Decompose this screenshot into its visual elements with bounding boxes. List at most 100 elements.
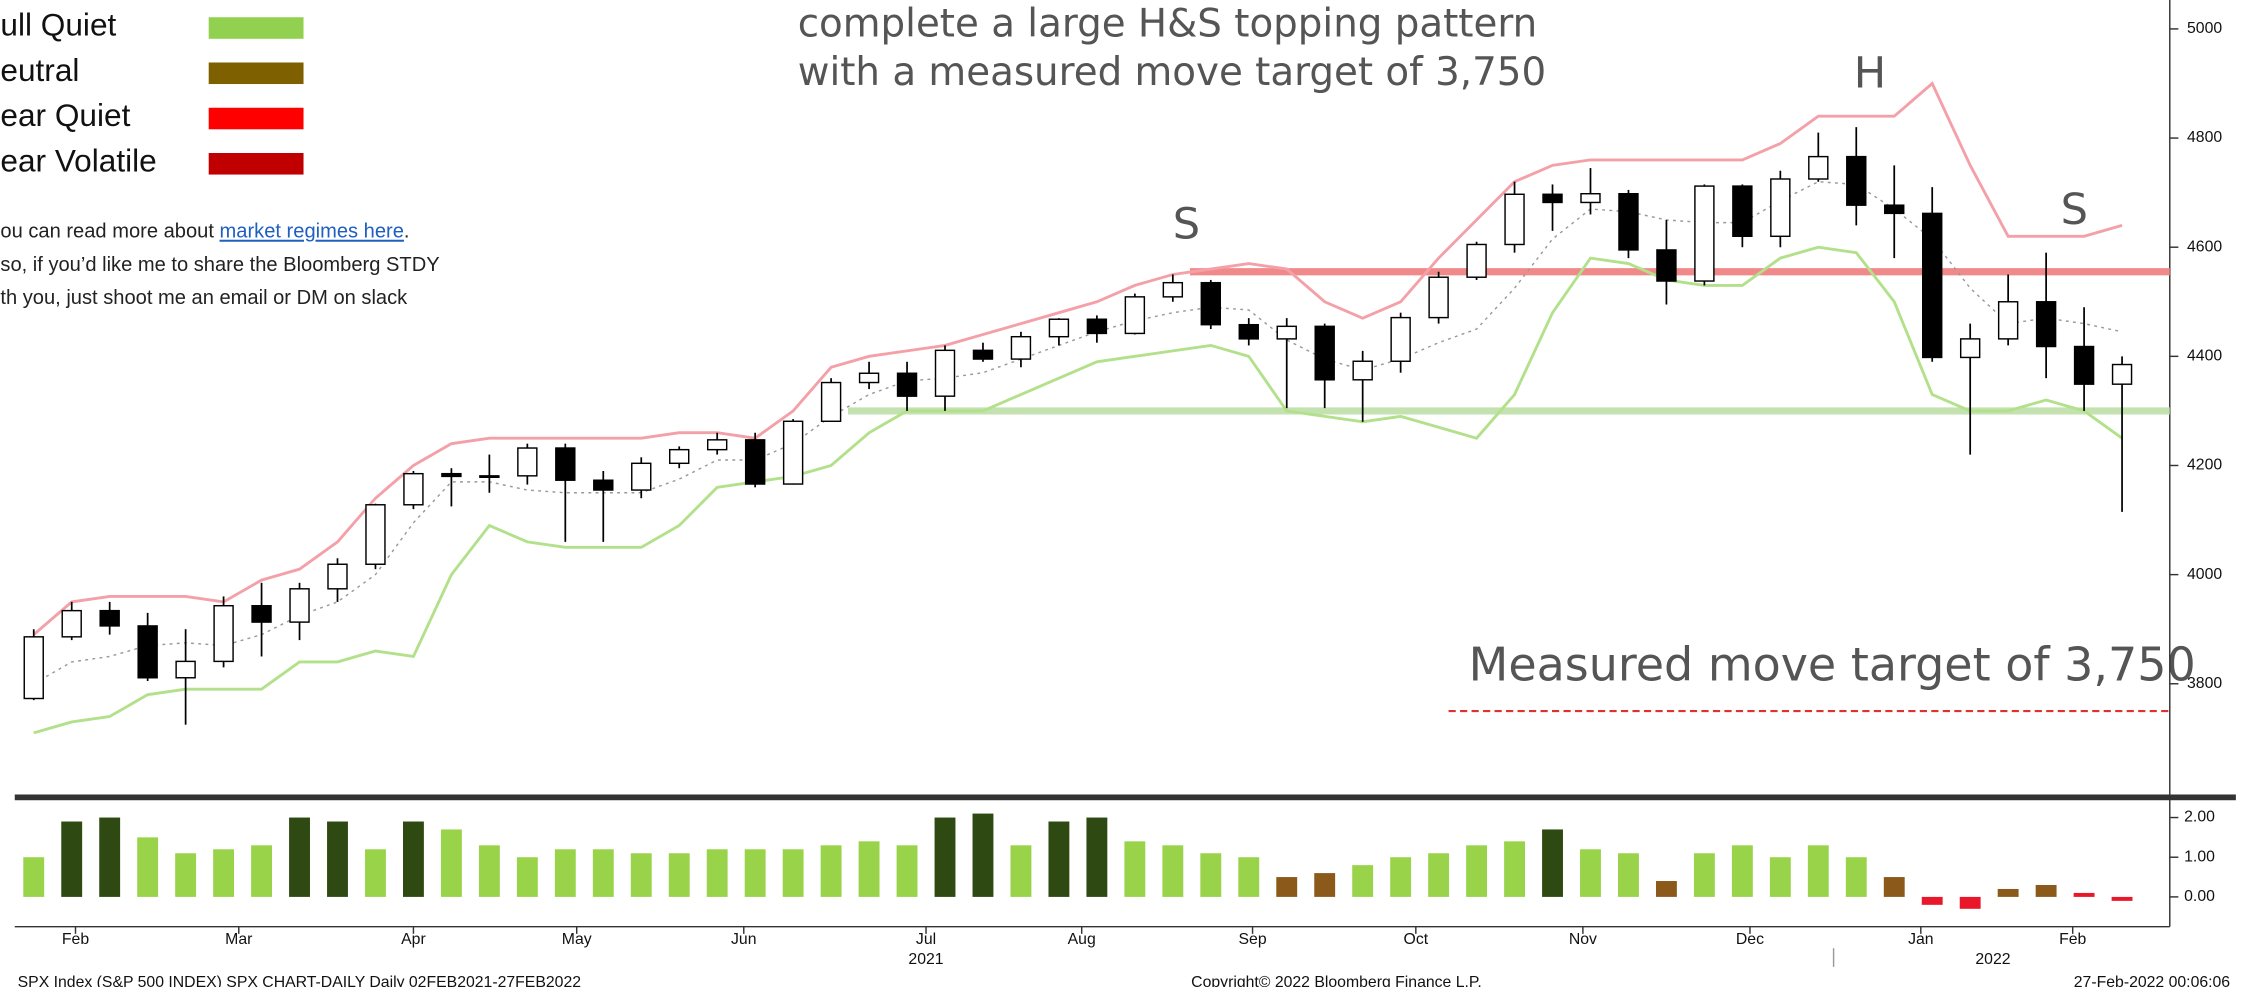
band-line <box>32 81 2123 636</box>
candle-body <box>365 504 386 565</box>
candle-body <box>1618 193 1639 251</box>
candle-body <box>175 660 196 679</box>
y-tick-label: 4200 <box>2187 457 2222 474</box>
regime-bar <box>61 821 83 897</box>
candle-body <box>858 372 880 384</box>
legend-label: ear Quiet <box>0 97 130 133</box>
candle-body <box>1048 318 1070 338</box>
regime-bar <box>516 857 538 897</box>
y-tick-label: 0.00 <box>2184 888 2215 905</box>
regime-bar <box>1238 857 1260 897</box>
regime-bar <box>1010 845 1032 897</box>
regime-bar <box>478 845 500 897</box>
candle-body <box>593 479 614 491</box>
regime-bar <box>1997 888 2019 897</box>
regime-bar <box>251 845 272 897</box>
candle-body <box>2073 345 2095 385</box>
regime-bar <box>99 817 121 897</box>
regime-bar <box>1352 865 1374 897</box>
x-tick-label: Feb <box>62 931 89 948</box>
candle-body <box>706 439 728 451</box>
y-tick-label: 4400 <box>2187 348 2222 365</box>
x-tick-label: Aug <box>1068 931 1096 948</box>
regime-bar <box>1655 881 1677 897</box>
candle-body <box>251 605 272 623</box>
candle-body <box>403 472 424 506</box>
candle-body <box>441 472 462 478</box>
legend-label: eutral <box>0 52 79 88</box>
regime-bar <box>630 853 652 897</box>
candle-body <box>1959 338 1981 359</box>
regime-bar <box>327 821 348 897</box>
y-tick-label: 4800 <box>2187 129 2222 146</box>
x-tick-label: Jan <box>1908 931 1933 948</box>
candle-body <box>1770 178 1791 238</box>
candle-body <box>1580 193 1601 204</box>
candle-body <box>1010 335 1032 360</box>
candle-body <box>1466 243 1487 278</box>
year-label: 2022 <box>1975 951 2010 968</box>
regime-bar <box>972 813 994 897</box>
regime-bar <box>2035 884 2057 897</box>
x-tick-label: Mar <box>225 931 252 948</box>
y-tick-label: 5000 <box>2187 20 2222 37</box>
regime-bar <box>706 849 728 897</box>
regime-bar <box>23 857 45 897</box>
annotation: Measured move target of 3,750 <box>1469 638 2196 692</box>
note: th you, just shoot me an email or DM on … <box>0 287 408 309</box>
regime-bar <box>1921 896 1943 905</box>
regime-bar <box>1542 829 1563 897</box>
candle-body <box>327 563 348 590</box>
x-tick-label: Nov <box>1569 931 1597 948</box>
separator <box>14 794 2236 801</box>
candle-body <box>744 439 766 485</box>
x-tick-label: Oct <box>1404 931 1429 948</box>
annotation: S <box>1173 199 1200 249</box>
regime-bar <box>896 845 918 897</box>
candle-body <box>820 381 842 422</box>
candle-body <box>1390 316 1411 362</box>
candle-body <box>1732 185 1753 238</box>
legend-swatch <box>208 17 304 39</box>
candle-body <box>1694 185 1715 282</box>
link[interactable]: market regimes here <box>220 221 404 243</box>
candle-body <box>23 636 44 700</box>
regime-bar <box>1618 853 1639 897</box>
regime-bar <box>858 841 880 897</box>
candle-body <box>1200 281 1222 326</box>
regime-bar <box>1276 877 1298 897</box>
regime-bar <box>1466 845 1488 897</box>
regime-bar <box>1314 873 1336 897</box>
candle-body <box>517 447 538 477</box>
candle-body <box>1124 296 1146 335</box>
legend-label: ear Volatile <box>0 142 156 178</box>
candle-body <box>99 609 120 627</box>
regime-bar <box>744 849 766 897</box>
candle-body <box>289 588 310 623</box>
regime-bar <box>1048 821 1070 897</box>
regime-bar <box>1428 853 1450 897</box>
y-tick-label: 3800 <box>2187 675 2222 692</box>
regime-bar <box>137 837 159 897</box>
candle-body <box>1276 325 1297 340</box>
regime-bar <box>1124 841 1146 897</box>
candle-body <box>896 372 918 397</box>
regime-bar <box>1086 817 1108 897</box>
footer: 27-Feb-2022 00:06:06 <box>2074 974 2231 987</box>
regime-bar <box>592 849 614 897</box>
y-tick-label: 4600 <box>2187 238 2222 255</box>
annotation: with a measured move target of 3,750 <box>798 50 1546 95</box>
annotation: complete a large H&S topping pattern <box>798 1 1537 46</box>
x-tick-label: Jun <box>731 931 756 948</box>
regime-bar <box>1580 849 1601 897</box>
regime-bar <box>934 817 956 897</box>
regime-bar <box>289 817 310 897</box>
regime-bar <box>213 849 235 897</box>
note: ou can read more about market regimes he… <box>0 221 409 243</box>
annotation: H <box>1854 49 1886 99</box>
regime-bar <box>1883 877 1905 897</box>
regime-bar <box>668 853 690 897</box>
regime-bar <box>365 849 386 897</box>
